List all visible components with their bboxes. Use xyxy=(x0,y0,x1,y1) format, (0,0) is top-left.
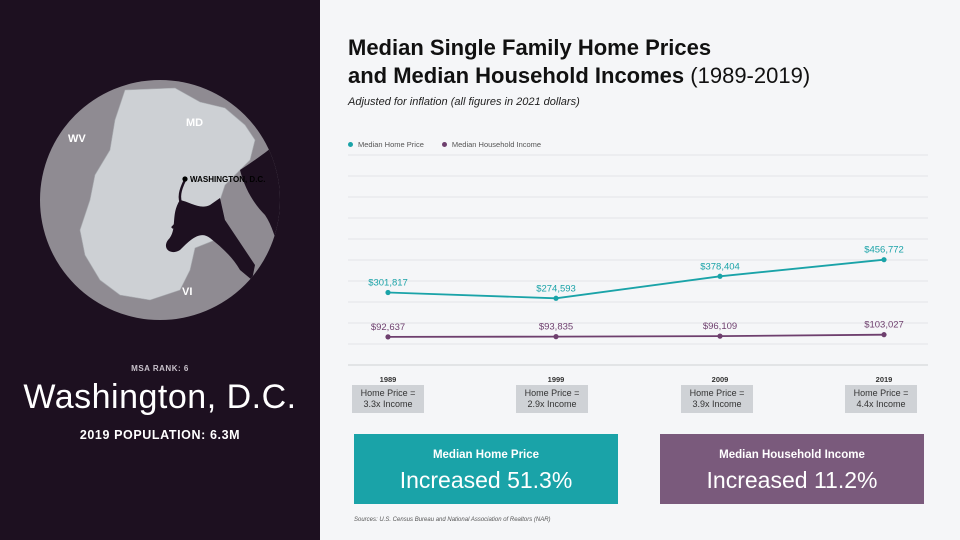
data-point xyxy=(385,334,391,340)
left-panel: WV MD VI WASHINGTON, D.C. MSA RANK: 6 Wa… xyxy=(0,0,320,540)
legend: Median Home Price Median Household Incom… xyxy=(348,140,541,149)
data-point xyxy=(553,334,559,340)
ratio-line2: 2.9x Income xyxy=(527,399,577,409)
home-price-summary: Median Home Price Increased 51.3% xyxy=(354,434,618,504)
x-tick-label: 2019 xyxy=(876,375,893,384)
map-label-vi: VI xyxy=(182,286,192,298)
data-label: $92,637 xyxy=(371,322,405,333)
data-point xyxy=(717,333,723,339)
region-map: WV MD VI WASHINGTON, D.C. xyxy=(40,80,280,320)
summary-heading: Median Household Income xyxy=(719,449,865,461)
ratio-box-2019: Home Price = 4.4x Income xyxy=(845,385,917,413)
ratio-line1: Home Price = xyxy=(853,388,909,398)
x-tick-label: 1989 xyxy=(380,375,397,384)
line-chart: 1989 1999 2009 2019 $301,817 $274,593 $378,404… xyxy=(348,154,928,384)
series-line-0 xyxy=(387,258,885,300)
msa-rank: MSA RANK: 6 xyxy=(131,364,189,373)
ratio-box-1989: Home Price = 3.3x Income xyxy=(352,385,424,413)
legend-label-income: Median Household Income xyxy=(451,140,542,149)
x-tick-label: 2009 xyxy=(712,375,729,384)
data-label: $456,772 xyxy=(864,245,904,256)
map-river xyxy=(171,179,187,229)
ratio-line1: Home Price = xyxy=(360,388,416,398)
city-marker xyxy=(182,176,188,182)
map-label-wv: WV xyxy=(68,133,86,145)
legend-dot-home xyxy=(348,142,353,147)
map-label-city: WASHINGTON, D.C. xyxy=(190,175,265,184)
x-tick-label: 1999 xyxy=(548,375,565,384)
source-note: Sources: U.S. Census Bureau and National… xyxy=(354,517,551,523)
legend-dot-income xyxy=(441,142,447,147)
data-point xyxy=(553,295,559,301)
ratio-line2: 3.9x Income xyxy=(692,399,742,409)
map-label-md: MD xyxy=(186,117,203,129)
map-water xyxy=(165,198,255,280)
chart-title: Median Single Family Home Prices and Med… xyxy=(348,34,810,90)
city-name: Washington, D.C. xyxy=(23,378,297,416)
population: 2019 POPULATION: 6.3M xyxy=(79,428,241,442)
data-label: $378,404 xyxy=(700,261,740,272)
legend-item-home: Median Home Price xyxy=(348,140,424,149)
legend-label-home: Median Home Price xyxy=(358,140,424,149)
data-point xyxy=(385,289,391,296)
title-line-1: Median Single Family Home Prices xyxy=(348,35,712,60)
legend-item-income: Median Household Income xyxy=(441,140,542,149)
map-land xyxy=(79,87,256,301)
title-line-2: and Median Household Incomes xyxy=(348,63,685,88)
data-label: $96,109 xyxy=(703,321,737,332)
data-point xyxy=(881,332,887,338)
ratio-line2: 3.3x Income xyxy=(363,399,413,409)
data-label: $301,817 xyxy=(368,278,408,289)
ratio-line1: Home Price = xyxy=(524,388,580,398)
map-bay xyxy=(240,140,280,255)
right-panel: Median Single Family Home Prices and Med… xyxy=(320,0,960,540)
data-point xyxy=(717,273,723,279)
summary-value: Increased 11.2% xyxy=(706,467,878,493)
data-label: $274,593 xyxy=(536,283,576,294)
data-label: $93,835 xyxy=(539,322,573,333)
chart-subtitle: Adjusted for inflation (all figures in 2… xyxy=(348,96,580,108)
title-years: (1989-2019) xyxy=(690,63,811,88)
series-line-1 xyxy=(387,333,885,338)
ratio-line2: 4.4x Income xyxy=(856,399,906,409)
summary-heading: Median Home Price xyxy=(432,449,540,461)
ratio-box-1999: Home Price = 2.9x Income xyxy=(516,385,588,413)
ratio-line1: Home Price = xyxy=(689,388,745,398)
data-label: $103,027 xyxy=(864,320,904,331)
summary-value: Increased 51.3% xyxy=(399,467,573,493)
income-summary: Median Household Income Increased 11.2% xyxy=(660,434,924,504)
ratio-box-2009: Home Price = 3.9x Income xyxy=(681,385,753,413)
data-point xyxy=(881,257,887,263)
